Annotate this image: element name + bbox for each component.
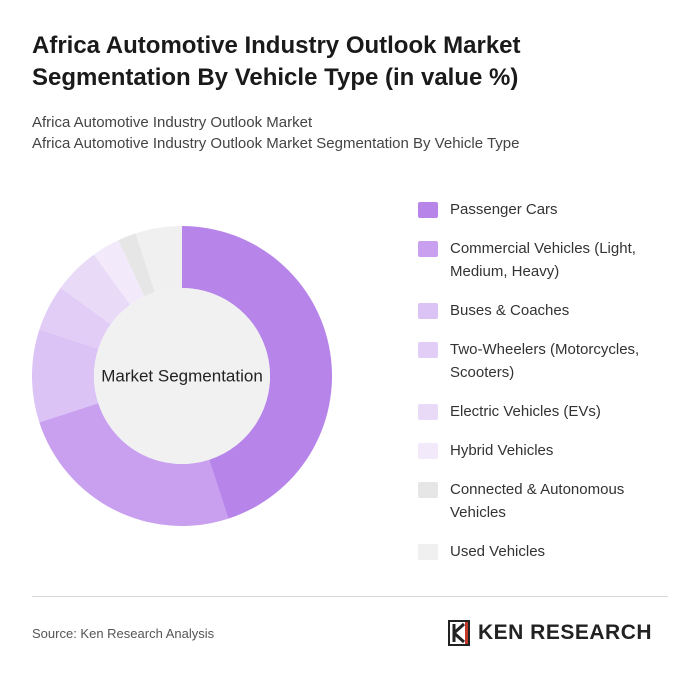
legend: Passenger Cars Commercial Vehicles (Light…: [418, 198, 668, 579]
legend-swatch: [418, 443, 438, 459]
legend-item: Connected & Autonomous Vehicles: [418, 478, 668, 524]
donut-slice: [39, 403, 229, 526]
legend-swatch: [418, 241, 438, 257]
legend-item: Hybrid Vehicles: [418, 439, 668, 462]
divider: [32, 596, 668, 597]
legend-label: Buses & Coaches: [450, 302, 570, 319]
source: Source: Ken Research Analysis: [32, 626, 215, 641]
donut-slice: [182, 226, 333, 519]
legend-item: Commercial Vehicles (Light, Medium, Heav…: [418, 237, 668, 283]
donut-slice: [39, 287, 111, 349]
legend-swatch: [418, 404, 438, 420]
legend-swatch: [418, 342, 438, 358]
legend-swatch: [418, 202, 438, 218]
donut-slice: [118, 233, 155, 297]
legend-label: Two-Wheelers (Motorcycles, Scooters): [450, 341, 640, 381]
legend-label: Connected & Autonomous Vehicles: [450, 481, 625, 521]
legend-label: Used Vehicles: [450, 543, 546, 560]
legend-item: Two-Wheelers (Motorcycles, Scooters): [418, 338, 668, 384]
legend-item: Buses & Coaches: [418, 299, 668, 322]
legend-swatch: [418, 303, 438, 319]
logo-icon: [448, 620, 470, 646]
donut-slice: [135, 226, 182, 293]
legend-item: Used Vehicles: [418, 540, 668, 563]
donut-hole: [94, 288, 270, 464]
legend-swatch: [418, 544, 438, 560]
legend-label: Commercial Vehicles (Light, Medium, Heav…: [450, 240, 636, 280]
donut-slice: [32, 329, 99, 423]
donut-slice: [60, 254, 131, 325]
brand-name: KEN RESEARCH: [478, 621, 653, 644]
subtitle: Africa Automotive Industry Outlook Marke…: [32, 112, 519, 154]
legend-label: Hybrid Vehicles: [450, 442, 554, 459]
legend-label: Electric Vehicles (EVs): [450, 403, 601, 420]
subtitle-line: Africa Automotive Industry Outlook Marke…: [32, 114, 313, 131]
legend-swatch: [418, 482, 438, 498]
center-label: Market Segmentation: [101, 366, 263, 385]
legend-item: Passenger Cars: [418, 198, 668, 221]
chart-title: Africa Automotive Industry Outlook Marke…: [32, 32, 521, 91]
subtitle-line: Africa Automotive Industry Outlook Marke…: [32, 135, 520, 152]
brand-logo: KEN RESEARCH: [448, 620, 652, 646]
legend-item: Electric Vehicles (EVs): [418, 400, 668, 423]
donut-slice: [93, 240, 145, 305]
legend-label: Passenger Cars: [450, 201, 558, 218]
